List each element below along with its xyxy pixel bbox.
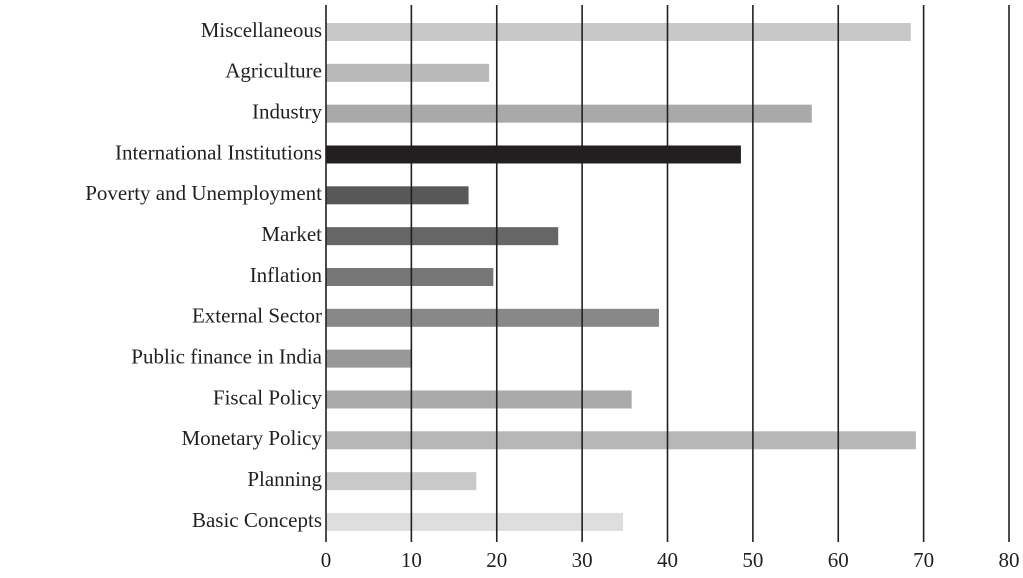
bar	[326, 431, 916, 450]
bar	[326, 227, 559, 246]
x-tick-label: 50	[742, 548, 763, 572]
x-tick-label: 40	[657, 548, 678, 572]
bar	[326, 472, 477, 491]
bar	[326, 308, 659, 327]
y-tick-label: Miscellaneous	[201, 18, 322, 42]
x-tick-label: 70	[913, 548, 934, 572]
y-tick-label: Agriculture	[225, 59, 322, 83]
bar	[326, 186, 469, 205]
y-tick-label: Monetary Policy	[181, 426, 322, 450]
y-tick-label: Market	[261, 222, 322, 246]
x-tick-label: 60	[828, 548, 849, 572]
x-tick-label: 10	[401, 548, 422, 572]
x-tick-label: 0	[321, 548, 332, 572]
bar	[326, 23, 911, 41]
y-tick-label: International Institutions	[115, 140, 322, 164]
y-tick-label: Planning	[247, 467, 322, 491]
x-tick-label: 80	[999, 548, 1020, 572]
y-tick-label: Fiscal Policy	[213, 385, 323, 409]
y-tick-label: Industry	[252, 99, 322, 123]
bar	[326, 63, 490, 82]
bar	[326, 349, 412, 368]
x-tick-label: 20	[486, 548, 507, 572]
y-tick-label: Inflation	[250, 263, 323, 287]
y-tick-label: Public finance in India	[131, 344, 322, 368]
y-tick-label: Poverty and Unemployment	[85, 181, 322, 205]
bar	[326, 267, 494, 286]
bar	[326, 390, 632, 409]
bar	[326, 104, 812, 123]
bar	[326, 145, 741, 164]
y-tick-label: Basic Concepts	[192, 508, 322, 532]
bar	[326, 512, 624, 531]
y-tick-label: External Sector	[192, 304, 322, 328]
x-tick-label: 30	[572, 548, 593, 572]
